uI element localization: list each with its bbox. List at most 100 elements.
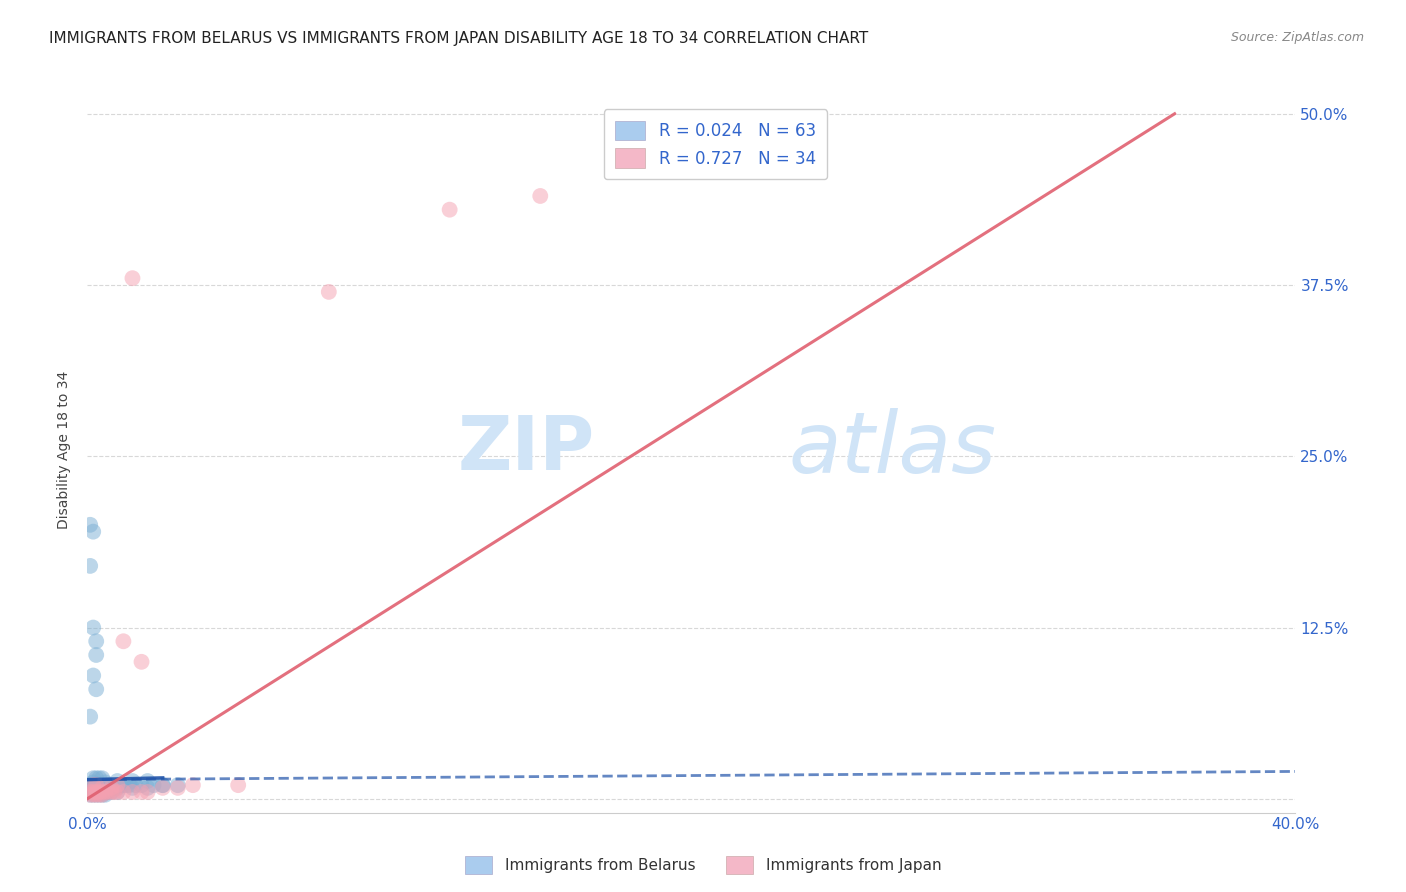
Point [79,788,101,802]
Point [89,785,111,799]
Point [105,785,128,799]
Point [439,202,461,217]
Point [112,634,135,648]
Point [79,558,101,573]
Point [91,785,114,799]
Point [91,788,114,802]
Point [181,778,204,792]
Point [124,778,146,792]
Point [82,780,104,795]
Point [91,785,114,799]
Point [105,778,128,792]
Point [82,785,104,799]
Point [89,780,111,795]
Point [142,778,165,792]
Point [529,189,551,203]
Point [105,774,128,789]
Point [115,778,138,792]
Point [121,271,143,285]
Point [105,780,128,795]
Text: ZIP: ZIP [457,413,595,486]
Point [79,780,101,795]
Point [97,785,120,799]
Point [91,780,114,795]
Point [79,782,101,797]
Point [152,778,174,792]
Point [89,788,111,802]
Point [121,785,143,799]
Point [89,785,111,799]
Legend: R = 0.024   N = 63, R = 0.727   N = 34: R = 0.024 N = 63, R = 0.727 N = 34 [603,109,827,179]
Point [118,778,141,792]
Point [84,782,107,797]
Point [84,788,107,802]
Point [82,772,104,786]
Point [91,788,114,802]
Point [97,785,120,799]
Point [136,780,159,795]
Point [84,778,107,792]
Point [82,778,104,792]
Point [131,655,153,669]
Point [79,517,101,532]
Point [82,782,104,797]
Point [152,778,174,792]
Point [94,788,117,802]
Point [166,778,188,792]
Point [103,785,125,799]
Point [79,785,101,799]
Point [100,780,122,795]
Point [112,778,135,792]
Point [84,788,107,802]
Point [97,778,120,792]
Point [84,648,107,662]
Text: atlas: atlas [787,408,995,491]
Point [82,775,104,789]
Point [82,668,104,682]
Point [84,682,107,697]
Point [121,774,143,789]
Point [166,780,188,795]
Text: Source: ZipAtlas.com: Source: ZipAtlas.com [1230,31,1364,45]
Point [121,780,143,795]
Point [100,785,122,799]
Point [91,772,114,786]
Point [84,772,107,786]
Point [94,785,117,799]
Point [89,772,111,786]
Point [91,780,114,795]
Point [136,785,159,799]
Point [82,778,104,792]
Y-axis label: Disability Age 18 to 34: Disability Age 18 to 34 [58,370,72,529]
Point [79,778,101,792]
Point [79,709,101,723]
Point [112,785,135,799]
Point [318,285,340,299]
Legend: Immigrants from Belarus, Immigrants from Japan: Immigrants from Belarus, Immigrants from… [458,850,948,880]
Point [105,785,128,799]
Point [82,785,104,799]
Point [226,778,249,792]
Point [89,788,111,802]
Point [152,780,174,795]
Point [84,785,107,799]
Point [82,788,104,802]
Point [82,621,104,635]
Point [84,785,107,799]
Point [82,524,104,539]
Point [84,780,107,795]
Point [131,785,153,799]
Point [94,780,117,795]
Point [91,778,114,792]
Point [100,778,122,792]
Point [94,775,117,789]
Point [94,785,117,799]
Point [84,778,107,792]
Point [79,788,101,802]
Point [89,778,111,792]
Point [131,778,153,792]
Point [79,785,101,799]
Point [110,778,132,792]
Text: IMMIGRANTS FROM BELARUS VS IMMIGRANTS FROM JAPAN DISABILITY AGE 18 TO 34 CORRELA: IMMIGRANTS FROM BELARUS VS IMMIGRANTS FR… [49,31,869,46]
Point [100,785,122,799]
